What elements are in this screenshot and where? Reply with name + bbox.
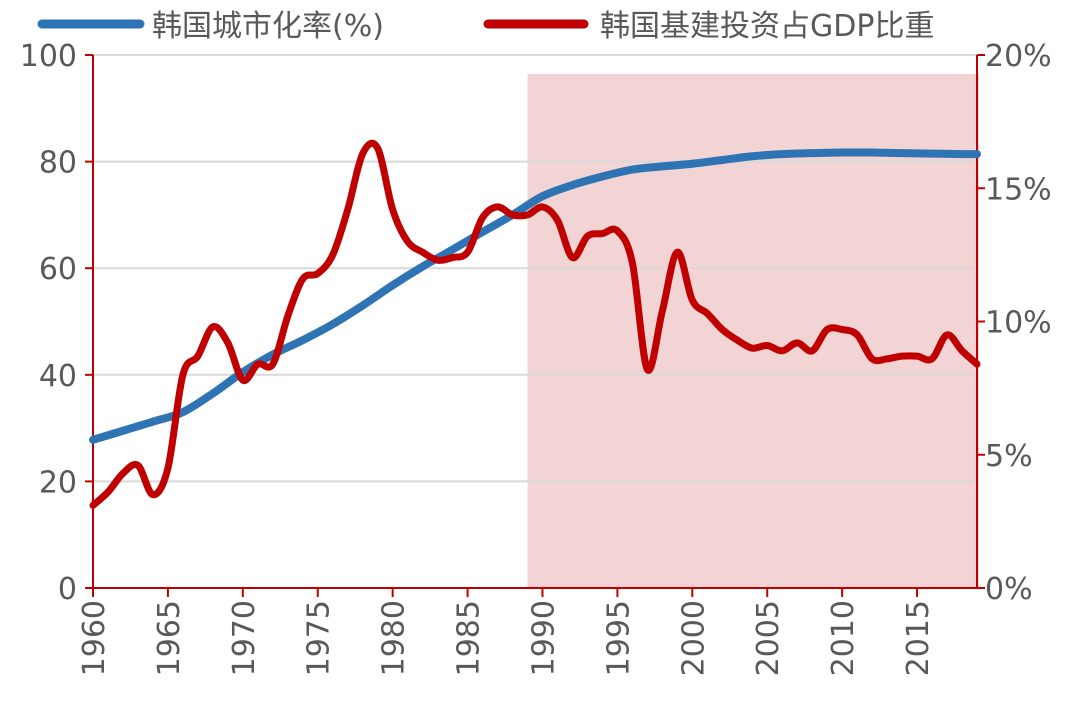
right-y-tick-label: 20% [985, 39, 1052, 74]
right-y-tick-label: 0% [985, 572, 1033, 607]
series-line-urbanization [89, 148, 981, 444]
x-tick-label: 1990 [526, 600, 561, 676]
ticks-layer: 0 20 40 60 80 100 0% 5% 10% 15% 20% 1960 1965 1970 197… [20, 39, 1052, 676]
series-line-infrastructure [89, 139, 981, 509]
series-layer [89, 139, 981, 509]
right-y-tick-label: 5% [985, 439, 1033, 474]
left-y-tick-label: 100 [20, 39, 77, 74]
x-tick-label: 1985 [452, 600, 487, 676]
left-y-tick-label: 20 [39, 465, 77, 500]
right-y-tick-label: 15% [985, 172, 1052, 207]
legend: 韩国城市化率(%) 韩国基建投资占GDP比重 [37, 9, 934, 44]
x-tick-label: 1980 [377, 600, 412, 676]
legend-label-urbanization: 韩国城市化率(%) [152, 9, 384, 44]
x-tick-label: 2015 [901, 600, 936, 676]
left-y-tick-label: 40 [39, 359, 77, 394]
x-tick-label: 2000 [676, 600, 711, 676]
x-tick-label: 1995 [601, 600, 636, 676]
left-y-tick-label: 80 [39, 146, 77, 181]
x-tick-label: 1975 [302, 600, 337, 676]
left-y-tick-label: 0 [58, 572, 77, 607]
right-y-tick-label: 10% [985, 306, 1052, 341]
x-tick-label: 2005 [751, 600, 786, 676]
left-y-tick-label: 60 [39, 252, 77, 287]
x-tick-label: 1960 [77, 600, 112, 676]
x-tick-label: 1965 [152, 600, 187, 676]
x-tick-label: 1970 [227, 600, 262, 676]
x-tick-label: 2010 [826, 600, 861, 676]
legend-label-infrastructure: 韩国基建投资占GDP比重 [600, 9, 934, 44]
